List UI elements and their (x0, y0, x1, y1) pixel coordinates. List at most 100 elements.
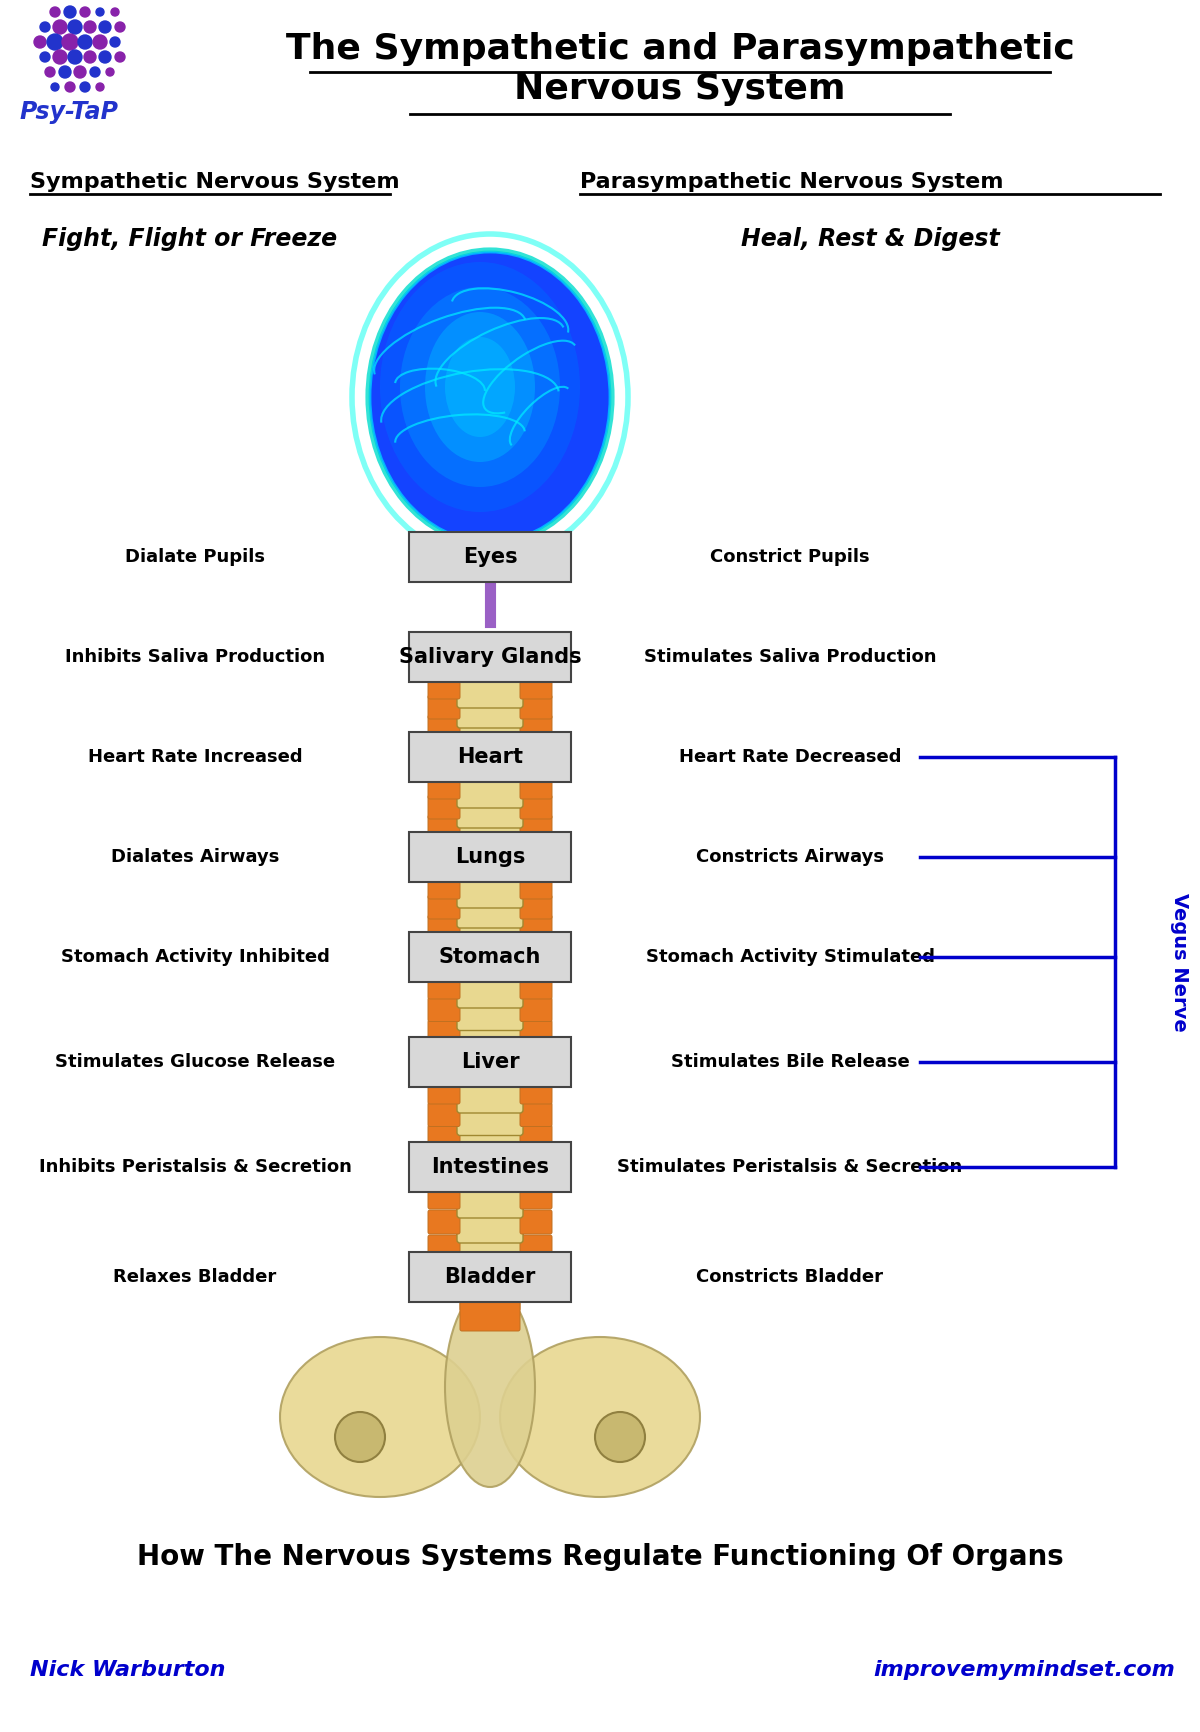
FancyBboxPatch shape (409, 733, 571, 783)
Text: Stimulates Peristalsis & Secretion: Stimulates Peristalsis & Secretion (617, 1159, 962, 1176)
Text: Heart Rate Increased: Heart Rate Increased (88, 748, 302, 766)
Text: Constrict Pupils: Constrict Pupils (710, 547, 870, 566)
Circle shape (80, 7, 90, 17)
Ellipse shape (280, 1337, 480, 1496)
Text: Heart Rate Decreased: Heart Rate Decreased (679, 748, 901, 766)
FancyBboxPatch shape (409, 1252, 571, 1302)
Circle shape (53, 21, 67, 35)
Text: Stimulates Saliva Production: Stimulates Saliva Production (643, 648, 936, 667)
FancyBboxPatch shape (457, 1011, 523, 1053)
FancyBboxPatch shape (520, 998, 552, 1022)
Circle shape (74, 66, 86, 78)
FancyBboxPatch shape (520, 695, 552, 719)
FancyBboxPatch shape (520, 875, 552, 899)
Text: Bladder: Bladder (444, 1268, 535, 1287)
Circle shape (98, 50, 112, 62)
FancyBboxPatch shape (409, 532, 571, 582)
FancyBboxPatch shape (457, 1226, 523, 1268)
Text: Stomach Activity Stimulated: Stomach Activity Stimulated (646, 947, 935, 966)
FancyBboxPatch shape (428, 816, 460, 838)
FancyBboxPatch shape (428, 1103, 460, 1126)
FancyBboxPatch shape (520, 1211, 552, 1233)
FancyBboxPatch shape (460, 1259, 520, 1290)
FancyBboxPatch shape (428, 795, 460, 819)
Ellipse shape (425, 312, 535, 462)
Circle shape (115, 23, 125, 31)
FancyBboxPatch shape (520, 816, 552, 838)
Circle shape (40, 23, 50, 31)
Text: Fight, Flight or Freeze: Fight, Flight or Freeze (42, 227, 337, 251)
FancyBboxPatch shape (428, 675, 460, 700)
FancyBboxPatch shape (520, 1081, 552, 1103)
Circle shape (335, 1412, 385, 1462)
FancyBboxPatch shape (428, 1126, 460, 1148)
Circle shape (50, 7, 60, 17)
FancyBboxPatch shape (409, 1037, 571, 1088)
Text: Lungs: Lungs (455, 847, 526, 868)
Ellipse shape (380, 262, 580, 513)
FancyBboxPatch shape (520, 675, 552, 700)
FancyBboxPatch shape (428, 1081, 460, 1103)
Circle shape (34, 36, 46, 48)
FancyBboxPatch shape (457, 1070, 523, 1114)
FancyBboxPatch shape (520, 1185, 552, 1209)
FancyBboxPatch shape (457, 1200, 523, 1244)
FancyBboxPatch shape (428, 914, 460, 939)
FancyBboxPatch shape (428, 998, 460, 1022)
Text: Liver: Liver (461, 1051, 520, 1072)
Text: Stimulates Bile Release: Stimulates Bile Release (671, 1053, 910, 1070)
FancyBboxPatch shape (428, 1235, 460, 1259)
FancyBboxPatch shape (457, 866, 523, 908)
Text: Constricts Airways: Constricts Airways (696, 849, 884, 866)
Text: Vegus Nerve: Vegus Nerve (1170, 892, 1189, 1031)
Text: Eyes: Eyes (463, 547, 517, 566)
Circle shape (40, 52, 50, 62)
Circle shape (64, 5, 76, 17)
Text: Intestines: Intestines (431, 1157, 550, 1178)
FancyBboxPatch shape (457, 906, 523, 947)
FancyBboxPatch shape (520, 774, 552, 798)
FancyBboxPatch shape (428, 895, 460, 920)
Circle shape (68, 50, 82, 64)
FancyBboxPatch shape (428, 975, 460, 999)
Text: Nick Warburton: Nick Warburton (30, 1659, 226, 1680)
Circle shape (68, 21, 82, 35)
Text: Dialate Pupils: Dialate Pupils (125, 547, 265, 566)
Circle shape (53, 50, 67, 64)
FancyBboxPatch shape (457, 887, 523, 928)
Ellipse shape (445, 1287, 535, 1488)
Circle shape (595, 1412, 646, 1462)
Circle shape (50, 83, 59, 92)
Circle shape (96, 83, 104, 92)
Circle shape (65, 81, 74, 92)
Text: Parasympathetic Nervous System: Parasympathetic Nervous System (580, 171, 1003, 192)
FancyBboxPatch shape (457, 805, 523, 849)
Text: Heart: Heart (457, 746, 523, 767)
FancyBboxPatch shape (409, 632, 571, 682)
Text: Relaxes Bladder: Relaxes Bladder (113, 1268, 277, 1285)
Text: Salivary Glands: Salivary Glands (398, 648, 581, 667)
FancyBboxPatch shape (428, 1211, 460, 1233)
FancyBboxPatch shape (457, 989, 523, 1031)
Circle shape (47, 35, 64, 50)
FancyBboxPatch shape (457, 686, 523, 727)
Text: Stomach: Stomach (439, 947, 541, 966)
FancyBboxPatch shape (457, 1093, 523, 1136)
FancyBboxPatch shape (457, 1176, 523, 1218)
FancyBboxPatch shape (520, 1103, 552, 1126)
FancyBboxPatch shape (409, 1141, 571, 1192)
FancyBboxPatch shape (457, 766, 523, 809)
FancyBboxPatch shape (520, 795, 552, 819)
FancyBboxPatch shape (428, 1185, 460, 1209)
FancyBboxPatch shape (428, 715, 460, 740)
FancyBboxPatch shape (520, 715, 552, 740)
Text: Stimulates Glucose Release: Stimulates Glucose Release (55, 1053, 335, 1070)
Ellipse shape (400, 288, 560, 487)
FancyBboxPatch shape (428, 774, 460, 798)
Ellipse shape (445, 338, 515, 436)
Circle shape (90, 68, 100, 76)
Text: Stomach Activity Inhibited: Stomach Activity Inhibited (60, 947, 330, 966)
FancyBboxPatch shape (457, 707, 523, 748)
FancyBboxPatch shape (460, 1278, 520, 1311)
Circle shape (46, 68, 55, 76)
